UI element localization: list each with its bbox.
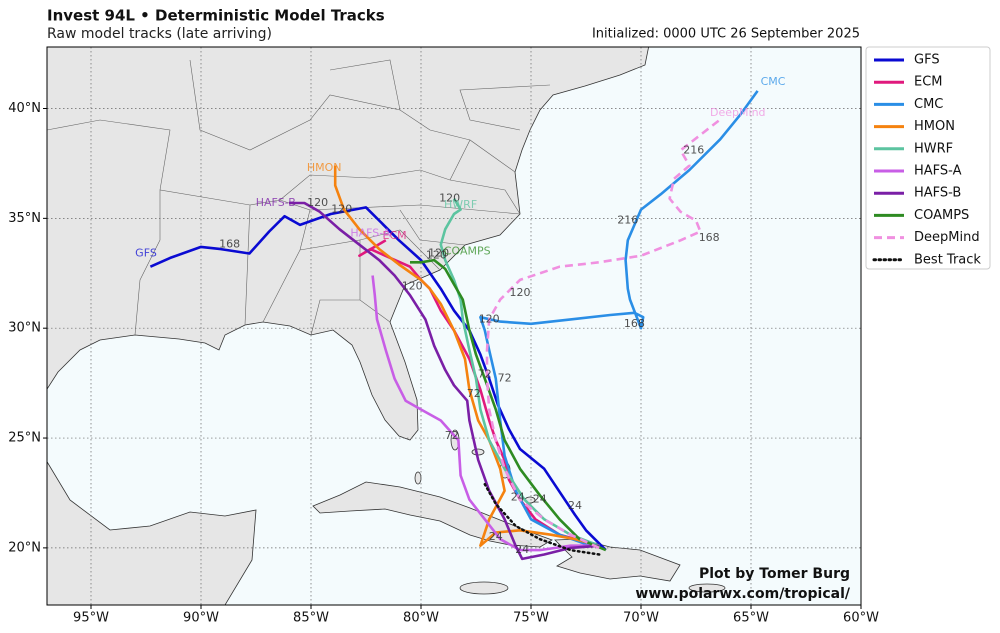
hour-label: 120: [331, 203, 352, 216]
hour-label: 120: [402, 279, 423, 292]
x-tick-label: 85°W: [293, 611, 329, 626]
track-line: [485, 118, 721, 550]
credit-url: www.polarwx.com/tropical/: [635, 586, 850, 602]
x-tick-label: 95°W: [73, 611, 109, 626]
track-line: [483, 482, 601, 556]
subtitle: Raw model tracks (late arriving): [47, 26, 272, 42]
map-frame: [46, 46, 862, 606]
track-name-label: ECM: [383, 229, 407, 242]
track-line: [149, 206, 607, 552]
hour-label: 120: [428, 247, 449, 260]
mexico: [47, 460, 257, 605]
hour-label: 120: [439, 192, 460, 205]
legend-label: GFS: [914, 53, 940, 68]
track-name-label: HMON: [307, 161, 342, 174]
x-tick-label: 75°W: [513, 611, 549, 626]
credit-author: Plot by Tomer Burg: [699, 566, 850, 582]
legend-label: ECM: [914, 75, 943, 90]
hour-label: 24: [515, 543, 529, 556]
legend-label: CMC: [914, 97, 943, 112]
legend-label: HMON: [914, 119, 955, 134]
hour-label: 120: [510, 286, 531, 299]
y-tick-label: 40°N: [8, 101, 41, 116]
y-tick-label: 20°N: [8, 540, 41, 555]
track-name-label: HWRF: [444, 198, 477, 211]
hour-label: 168: [624, 317, 645, 330]
hour-label: 168: [219, 238, 240, 251]
x-tick-label: 60°W: [843, 611, 879, 626]
legend-label: HAFS-A: [914, 164, 962, 179]
bahamas: [414, 471, 422, 485]
track-name-label: DeepMind: [710, 106, 766, 119]
track-line: [333, 165, 600, 547]
grid: 95°W 90°W 85°W 80°W 75°W 70°W 65°W 60°W 20°N 25°N…: [8, 47, 879, 626]
track-line: [371, 275, 600, 552]
y-tick-label: 30°N: [8, 321, 41, 336]
hour-label: 24: [489, 530, 503, 543]
track-name-label: COAMPS: [444, 244, 491, 257]
track-line: [289, 201, 600, 561]
hour-label: 72: [467, 387, 481, 400]
init-time: Initialized: 0000 UTC 26 September 2025: [592, 27, 860, 42]
track-line: [479, 90, 759, 547]
basemap: [47, 47, 726, 605]
track-name-label: GFS: [135, 247, 157, 260]
hour-label: 216: [683, 143, 704, 156]
legend-label: HAFS-B: [914, 186, 961, 201]
track-line: [439, 197, 600, 547]
puerto-rico: [688, 583, 726, 593]
x-tick-label: 65°W: [733, 611, 769, 626]
legend-box: [865, 46, 991, 270]
hour-label: 72: [445, 429, 459, 442]
track-name-label: CMC: [761, 75, 786, 88]
legend: GFS ECM CMC HMON HWRF HAFS-A HAFS-B COAMPS DeepM…: [865, 46, 991, 270]
track-name-label: HAFS-B: [256, 196, 296, 209]
hour-label: 120: [479, 312, 500, 325]
hour-label: 120: [307, 196, 328, 209]
hour-label: 24: [533, 493, 547, 506]
title: Invest 94L • Deterministic Model Tracks: [47, 7, 385, 25]
legend-label: HWRF: [914, 141, 953, 156]
hour-label: 24: [511, 490, 525, 503]
state-borders: [47, 59, 551, 336]
jamaica: [459, 581, 509, 595]
track-name-label: HAFS-A: [350, 227, 391, 240]
hour-label: 24: [568, 499, 582, 512]
y-tick-label: 25°N: [8, 431, 41, 446]
hour-label: 120: [426, 249, 447, 262]
hispaniola: [554, 538, 681, 582]
x-tick-label: 80°W: [403, 611, 439, 626]
legend-label: Best Track: [914, 252, 981, 267]
hour-label: 168: [699, 231, 720, 244]
legend-label: DeepMind: [914, 230, 980, 245]
hour-label: 72: [498, 372, 512, 385]
track-line: [410, 258, 607, 552]
y-tick-label: 35°N: [8, 211, 41, 226]
legend-label: COAMPS: [914, 208, 969, 223]
x-tick-label: 90°W: [183, 611, 219, 626]
x-tick-label: 70°W: [623, 611, 659, 626]
tracks: 24 72 120 168 GFS 24 72 120 ECM 120 168 216 CMC 24 72 1…: [135, 75, 786, 561]
hour-label: 216: [617, 214, 638, 227]
hour-label: 72: [478, 367, 492, 380]
